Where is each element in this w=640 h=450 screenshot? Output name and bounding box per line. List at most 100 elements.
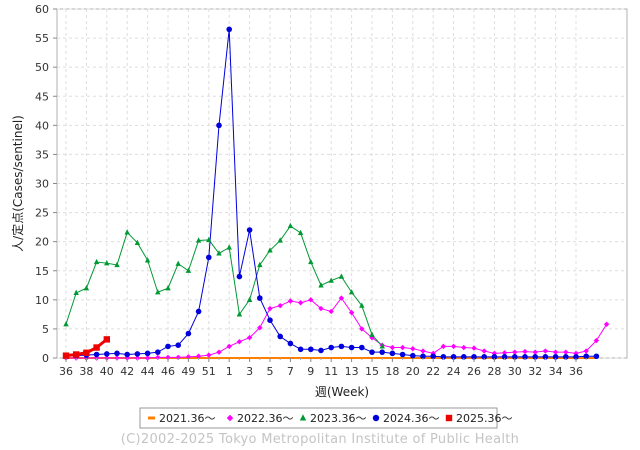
series-point [83, 285, 90, 291]
x-tick-label: 46 [161, 365, 175, 378]
series-point [603, 321, 610, 327]
series-point [297, 300, 304, 306]
series-point [348, 344, 355, 351]
y-tick-label: 50 [35, 61, 49, 74]
series-point [277, 302, 283, 309]
series-point [318, 347, 324, 354]
series-point [155, 354, 161, 361]
x-axis-title: 週(Week) [315, 385, 369, 399]
legend-marker [299, 414, 307, 421]
x-tick-label: 49 [181, 365, 195, 378]
legend-marker [372, 414, 380, 422]
series-point [257, 295, 263, 301]
x-tick-label: 51 [202, 365, 216, 378]
x-tick-label: 15 [365, 365, 379, 378]
x-tick-label: 20 [406, 365, 420, 378]
y-tick-label: 60 [35, 3, 49, 16]
legend-entry: 2021.36〜 [159, 412, 216, 425]
series-point [104, 259, 110, 266]
series-point [593, 337, 600, 344]
y-tick-label: 5 [42, 323, 49, 336]
series-point [308, 297, 314, 303]
series-point [287, 222, 294, 229]
y-tick-label: 40 [35, 119, 49, 132]
series-point [226, 343, 232, 350]
series-point [461, 354, 467, 360]
series-point [420, 348, 426, 354]
series-point [257, 261, 263, 268]
series-point [450, 343, 457, 350]
series-point [144, 350, 151, 357]
y-tick-label: 55 [35, 32, 49, 45]
series-point [83, 349, 90, 356]
series-point [195, 308, 202, 315]
series-point [318, 305, 324, 312]
y-tick-label: 25 [35, 207, 49, 220]
series-point [410, 345, 416, 352]
series-point [399, 351, 406, 358]
series-point [532, 354, 538, 360]
series-point [379, 349, 386, 355]
series-point [522, 348, 528, 355]
series-point [165, 343, 171, 350]
series-point [104, 351, 110, 357]
series-point [563, 354, 569, 360]
series-point [461, 344, 467, 351]
series-point [93, 351, 100, 358]
x-tick-label: 26 [467, 365, 481, 378]
series-point [440, 354, 447, 360]
series-point [175, 342, 181, 349]
series-point [185, 267, 192, 273]
series-point [277, 237, 283, 243]
series-point [73, 289, 79, 296]
series-point [359, 302, 365, 308]
series-point [175, 354, 181, 361]
x-tick-label: 34 [549, 365, 563, 378]
series-point [359, 326, 365, 332]
x-tick-label: 5 [267, 365, 274, 378]
series-point [318, 282, 324, 288]
series-point [155, 349, 161, 355]
series-point [73, 351, 80, 358]
series-point [410, 352, 416, 359]
series-point [297, 229, 304, 236]
series-point [134, 239, 141, 245]
series-point [287, 340, 294, 347]
series-point [542, 354, 549, 360]
series-point [430, 353, 437, 360]
series-point [512, 354, 518, 360]
series-point [144, 257, 151, 263]
series-point [593, 353, 600, 360]
series-point [216, 122, 222, 129]
series-point [471, 354, 477, 360]
y-tick-label: 20 [35, 236, 49, 249]
y-tick-label: 30 [35, 178, 49, 191]
series-point [206, 352, 212, 358]
x-axis: 36 38 40 42 44 46 49 51 1 3 5 7 9 11 13 15 18 20 22 24 26 28 3… [59, 358, 587, 378]
series-point [563, 349, 569, 355]
x-tick-label: 1 [226, 365, 233, 378]
series-point [389, 344, 396, 351]
series-point [328, 308, 334, 315]
series-point [236, 273, 243, 280]
series-point [328, 277, 334, 283]
legend-marker [148, 416, 155, 420]
series-point [246, 334, 253, 341]
series-point [195, 353, 202, 359]
y-axis: 0 5 10 15 20 25 30 35 40 45 50 55 60 [35, 3, 57, 365]
series-point [348, 289, 355, 295]
series-point [583, 353, 589, 360]
x-tick-label: 36 [569, 365, 583, 378]
series-point [552, 354, 559, 360]
series-point [124, 229, 130, 235]
series-point [501, 354, 508, 360]
series-point [195, 237, 202, 243]
series-point [481, 348, 487, 354]
series-markers [62, 26, 610, 361]
grid-lines [57, 8, 627, 359]
legend-box [139, 407, 498, 429]
x-tick-label: 11 [324, 365, 338, 378]
series-point [134, 351, 141, 357]
x-tick-label: 13 [345, 365, 359, 378]
